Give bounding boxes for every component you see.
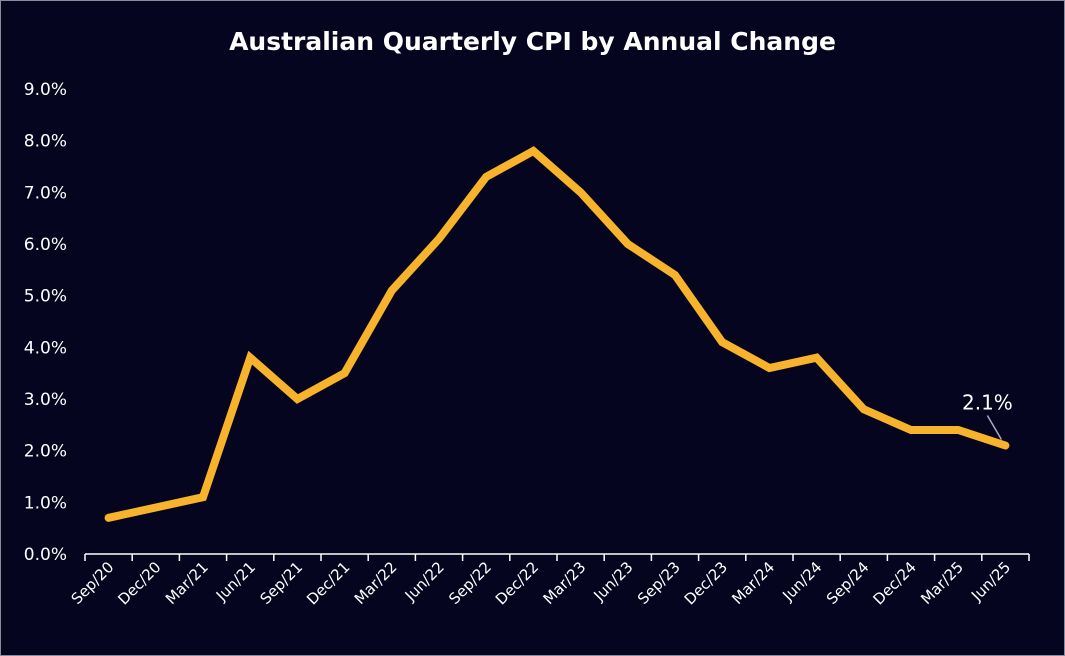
x-axis xyxy=(84,553,1030,561)
data-label: 2.1% xyxy=(962,391,1013,415)
x-tick-label: Sep/20 xyxy=(68,558,118,608)
x-tick-label: Mar/24 xyxy=(728,558,778,608)
x-tick-label: Sep/24 xyxy=(823,558,873,608)
x-tick-label: Mar/23 xyxy=(540,558,590,608)
y-tick-label: 8.0% xyxy=(24,132,67,152)
x-tick-label: Dec/21 xyxy=(303,558,353,608)
y-tick-label: 2.0% xyxy=(24,442,67,462)
data-label-leader xyxy=(986,415,1003,440)
y-tick-label: 0.0% xyxy=(24,545,67,565)
x-tick-label: Mar/22 xyxy=(351,558,401,608)
x-tick-label: Jun/21 xyxy=(212,558,259,605)
y-tick-label: 3.0% xyxy=(24,390,67,410)
annotation-layer: 2.1% xyxy=(962,391,1013,440)
y-tick-label: 1.0% xyxy=(24,493,67,513)
x-tick-label: Sep/21 xyxy=(256,558,306,608)
x-tick-label: Jun/23 xyxy=(590,558,637,605)
y-tick-label: 7.0% xyxy=(24,183,67,203)
series-line xyxy=(104,146,1010,522)
y-tick-label: 6.0% xyxy=(24,235,67,255)
x-tick-label: Sep/22 xyxy=(445,558,495,608)
x-tick-label: Dec/20 xyxy=(114,558,164,608)
x-tick-label: Dec/24 xyxy=(870,558,920,608)
x-tick-label: Mar/21 xyxy=(162,558,212,608)
x-tick-label: Dec/23 xyxy=(681,558,731,608)
x-tick-label: Dec/22 xyxy=(492,558,542,608)
x-tick-label: Mar/25 xyxy=(917,558,967,608)
y-tick-label: 9.0% xyxy=(24,80,67,100)
series-layer xyxy=(104,146,1010,522)
y-axis-ticks: 0.0% 1.0% 2.0% 3.0% 4.0% 5.0% 6.0% 7.0% 8.0% 9.0% xyxy=(24,80,67,565)
y-tick-label: 4.0% xyxy=(24,338,67,358)
x-tick-label: Sep/23 xyxy=(634,558,684,608)
x-tick-label: Jun/25 xyxy=(967,558,1014,605)
y-tick-label: 5.0% xyxy=(24,287,67,307)
x-tick-label: Jun/24 xyxy=(778,558,825,605)
chart-title: Australian Quarterly CPI by Annual Chang… xyxy=(229,27,836,56)
x-tick-label: Jun/22 xyxy=(401,558,448,605)
